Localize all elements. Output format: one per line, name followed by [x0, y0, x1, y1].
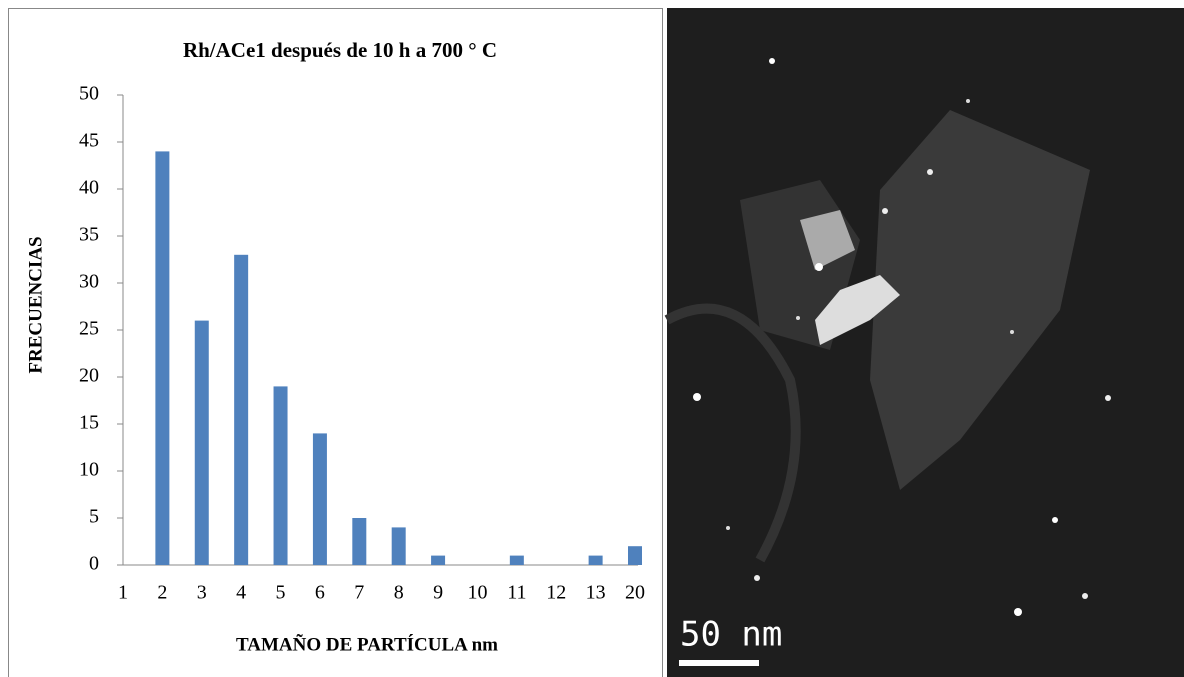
y-tick-label: 50	[79, 83, 99, 105]
bar	[509, 555, 524, 565]
y-tick-label: 40	[79, 177, 99, 199]
x-tick-label: 12	[546, 582, 566, 604]
x-tick-label: 5	[276, 582, 286, 604]
bar	[194, 320, 209, 565]
scale-bar-label: 50 nm	[680, 615, 782, 655]
x-tick-label: 3	[197, 582, 207, 604]
bar	[234, 254, 249, 566]
chart-title: Rh/ACe1 después de 10 h a 700 ° C	[183, 38, 497, 62]
x-tick-label: 1	[118, 582, 128, 604]
y-tick-label: 30	[79, 271, 99, 293]
y-tick-label: 5	[89, 506, 99, 528]
x-tick-label: 11	[507, 582, 526, 604]
x-tick-label: 2	[157, 582, 167, 604]
x-tick-label: 13	[586, 582, 606, 604]
y-tick-label: 25	[79, 318, 99, 340]
x-tick-label: 20	[625, 582, 645, 604]
bar	[312, 433, 327, 565]
y-tick-label: 10	[79, 459, 99, 481]
x-tick-label: 6	[315, 582, 325, 604]
chart-frame	[8, 8, 663, 677]
bar	[155, 151, 170, 565]
y-tick-label: 0	[89, 553, 99, 575]
x-tick-label: 10	[467, 582, 487, 604]
bar	[352, 518, 367, 565]
x-tick-label: 4	[236, 582, 246, 604]
x-tick-label: 7	[354, 582, 364, 604]
y-axis-title: FRECUENCIAS	[25, 236, 46, 373]
bar	[273, 386, 288, 565]
bar	[628, 546, 642, 565]
y-tick-label: 45	[79, 130, 99, 152]
y-tick-label: 35	[79, 224, 99, 246]
x-tick-label: 9	[433, 582, 443, 604]
x-tick-label: 8	[394, 582, 404, 604]
micrograph	[664, 8, 1184, 677]
y-tick-label: 20	[79, 365, 99, 387]
y-tick-label: 15	[79, 412, 99, 434]
bar	[431, 555, 446, 565]
bar	[391, 527, 406, 565]
bar	[588, 555, 603, 565]
x-axis-title: TAMAÑO DE PARTÍCULA nm	[236, 633, 498, 655]
